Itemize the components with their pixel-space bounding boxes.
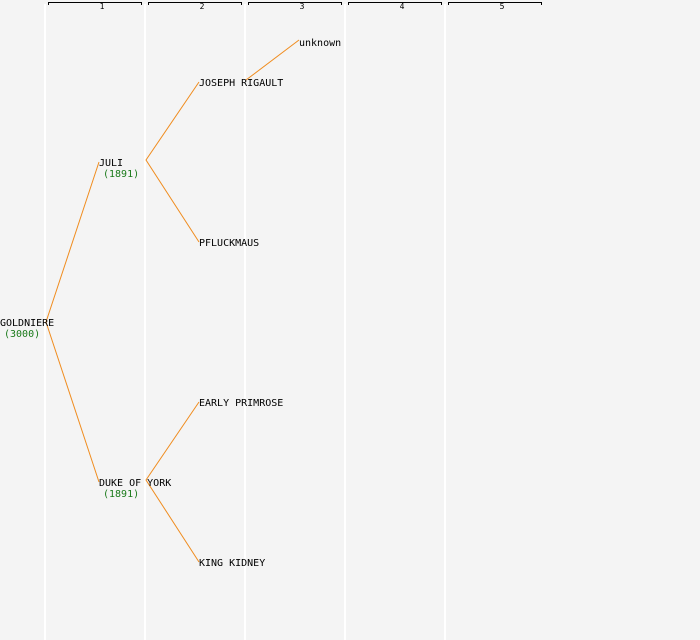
column-label: 1: [100, 2, 105, 11]
node-year: (1891): [103, 489, 139, 500]
node-label[interactable]: EARLY PRIMROSE: [199, 398, 283, 409]
node-label[interactable]: JULI: [99, 158, 123, 169]
node-label[interactable]: unknown: [299, 38, 341, 49]
connectors: [45, 39, 300, 563]
node-year: (3000): [4, 329, 40, 340]
column-label: 2: [200, 2, 205, 11]
node-label[interactable]: GOLDNIERE: [0, 318, 54, 329]
column-lines: [44, 4, 446, 640]
node-label[interactable]: KING KIDNEY: [199, 558, 265, 569]
column-headers: 1 2 3 4 5: [48, 2, 542, 11]
node-year: (1891): [103, 169, 139, 180]
column-label: 4: [400, 2, 405, 11]
node-label[interactable]: JOSEPH RIGAULT: [199, 78, 283, 89]
nodes: GOLDNIERE (3000) JULI (1891) DUKE OF YOR…: [0, 38, 341, 569]
node-label[interactable]: PFLUCKMAUS: [199, 238, 259, 249]
column-label: 3: [300, 2, 305, 11]
column-label: 5: [500, 2, 505, 11]
node-label[interactable]: DUKE OF YORK: [99, 478, 171, 489]
